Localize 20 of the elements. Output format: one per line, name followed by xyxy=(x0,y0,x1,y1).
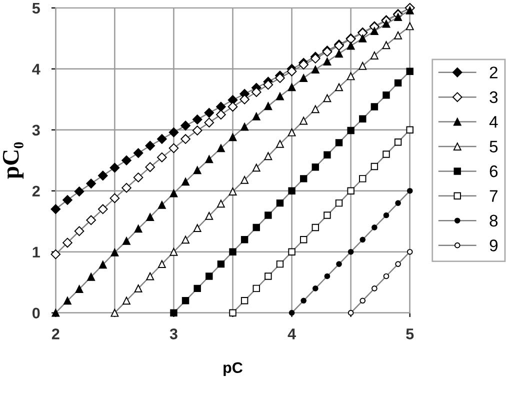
legend-label: 7 xyxy=(490,190,498,202)
y-axis-title: pC₀ xyxy=(2,142,24,179)
y-tick-label: 4 xyxy=(32,64,40,74)
legend-label: 8 xyxy=(490,214,498,227)
x-axis-title: pC xyxy=(224,362,243,376)
y-tick-label: 1 xyxy=(32,246,40,258)
legend-label: 5 xyxy=(490,140,498,152)
y-tick-label: 5 xyxy=(32,2,40,14)
x-tick-label: 4 xyxy=(288,328,296,340)
x-tick-label: 5 xyxy=(406,328,414,340)
legend-label: 6 xyxy=(490,165,498,178)
x-tick-label: 3 xyxy=(170,328,178,340)
y-tick-label: 3 xyxy=(32,124,40,136)
legend-label: 2 xyxy=(490,66,498,78)
legend-label: 9 xyxy=(490,240,498,252)
legend-label: 3 xyxy=(490,91,498,104)
x-tick-label: 2 xyxy=(52,328,60,340)
y-tick-label: 2 xyxy=(32,186,40,196)
legend-label: 4 xyxy=(489,116,498,128)
y-tick-label: 0 xyxy=(32,308,40,319)
